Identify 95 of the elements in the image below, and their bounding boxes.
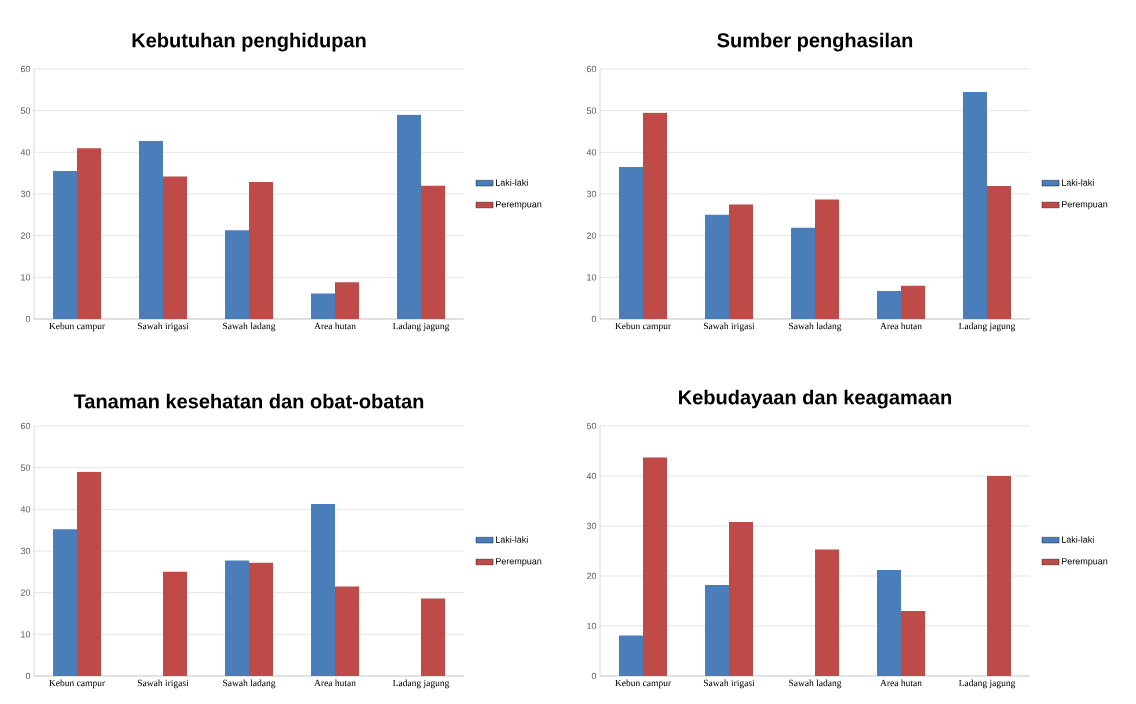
bar — [335, 586, 359, 676]
bar — [77, 471, 102, 676]
bar — [901, 610, 925, 676]
y-tick-label: 40 — [20, 149, 31, 156]
bar — [815, 199, 839, 319]
x-tick-label: Area hutan — [314, 679, 356, 687]
legend-label: Perempuan — [1062, 558, 1108, 567]
x-tick-label: Ladang jagung — [958, 679, 1016, 689]
y-tick-label: 0 — [25, 672, 31, 680]
y-tick-label: 0 — [25, 315, 31, 323]
y-tick-label: 20 — [586, 232, 597, 239]
y-tick-label: 40 — [20, 506, 31, 513]
x-tick-label: Sawah ladang — [223, 679, 276, 689]
y-tick-label: 0 — [591, 315, 597, 323]
bar — [421, 598, 445, 676]
x-tick-label: Sawah ladang — [223, 322, 276, 332]
y-tick-label: 30 — [20, 190, 31, 198]
bar — [705, 214, 729, 319]
x-tick-label: Sawah irigasi — [703, 679, 755, 689]
legend-label: Perempuan — [496, 201, 542, 210]
y-tick-label: 40 — [586, 472, 597, 480]
x-tick-label: Sawah irigasi — [137, 679, 189, 689]
legend-label: Laki-laki — [1062, 179, 1094, 186]
x-tick-label: Kebun campur — [615, 322, 671, 332]
y-tick-label: 50 — [586, 107, 597, 114]
x-tick-label: Sawah ladang — [789, 322, 842, 332]
bar — [139, 141, 164, 319]
y-tick-label: 60 — [20, 65, 31, 73]
y-tick-label: 10 — [587, 622, 597, 630]
x-tick-label: Sawah ladang — [789, 679, 842, 689]
bar — [619, 166, 643, 319]
y-tick-label: 10 — [21, 631, 31, 638]
bar — [249, 562, 273, 676]
x-tick-label: Ladang jagung — [392, 679, 450, 689]
bar — [877, 569, 901, 676]
bar — [311, 503, 335, 676]
bar — [163, 176, 188, 319]
bar — [225, 560, 250, 676]
bar — [791, 227, 815, 319]
y-tick-label: 50 — [20, 464, 31, 471]
bar — [705, 584, 729, 676]
bar — [163, 571, 188, 676]
y-tick-label: 60 — [20, 422, 31, 430]
bar — [962, 91, 987, 319]
legend-label: Laki-laki — [496, 179, 528, 186]
legend-label: Laki-laki — [1062, 536, 1094, 543]
bar — [729, 521, 753, 676]
bar — [643, 457, 667, 676]
x-tick-label: Kebun campur — [615, 679, 671, 689]
bar — [815, 549, 839, 676]
legend-label: Perempuan — [496, 558, 542, 567]
y-tick-label: 0 — [591, 672, 597, 680]
bar — [729, 204, 753, 319]
x-tick-label: Area hutan — [314, 322, 356, 330]
x-tick-label: Ladang jagung — [392, 322, 450, 332]
y-tick-label: 20 — [20, 232, 31, 239]
bar — [53, 171, 78, 319]
x-tick-label: Sawah irigasi — [703, 322, 755, 332]
bar — [77, 148, 102, 319]
bar — [335, 282, 359, 319]
bar — [311, 293, 335, 319]
y-tick-label: 40 — [586, 149, 597, 156]
bar — [397, 114, 421, 319]
bar — [643, 112, 667, 319]
y-tick-label: 50 — [20, 107, 31, 114]
bar — [619, 635, 643, 676]
x-tick-label: Kebun campur — [49, 679, 106, 689]
y-tick-label: 10 — [587, 274, 597, 281]
y-tick-label: 30 — [586, 522, 597, 530]
y-tick-label: 50 — [586, 422, 597, 430]
legend-label: Laki-laki — [496, 536, 528, 543]
bar — [421, 185, 445, 319]
bar — [987, 186, 1011, 319]
y-tick-label: 10 — [21, 274, 31, 281]
chart-title: Tanaman kesehatan dan obat-obatan — [73, 393, 424, 409]
x-tick-label: Sawah irigasi — [137, 322, 189, 332]
x-tick-label: Area hutan — [880, 322, 922, 330]
bar — [901, 285, 925, 319]
bar — [225, 230, 250, 319]
x-tick-label: Kebun campur — [49, 322, 106, 332]
bar — [53, 529, 78, 676]
bar — [249, 181, 273, 319]
chart-title: Sumber penghasilan — [717, 32, 913, 52]
bar — [877, 291, 901, 319]
y-tick-label: 20 — [586, 572, 597, 580]
y-tick-label: 20 — [20, 589, 31, 596]
y-tick-label: 30 — [586, 190, 597, 198]
x-tick-label: Ladang jagung — [958, 322, 1016, 332]
bar — [987, 475, 1011, 676]
x-tick-label: Area hutan — [880, 679, 922, 687]
legend-label: Perempuan — [1062, 201, 1108, 210]
y-tick-label: 60 — [586, 65, 597, 73]
chart-title: Kebudayaan dan keagamaan — [679, 389, 951, 409]
y-tick-label: 30 — [20, 547, 31, 555]
chart-title: Kebutuhan penghidupan — [132, 32, 366, 52]
